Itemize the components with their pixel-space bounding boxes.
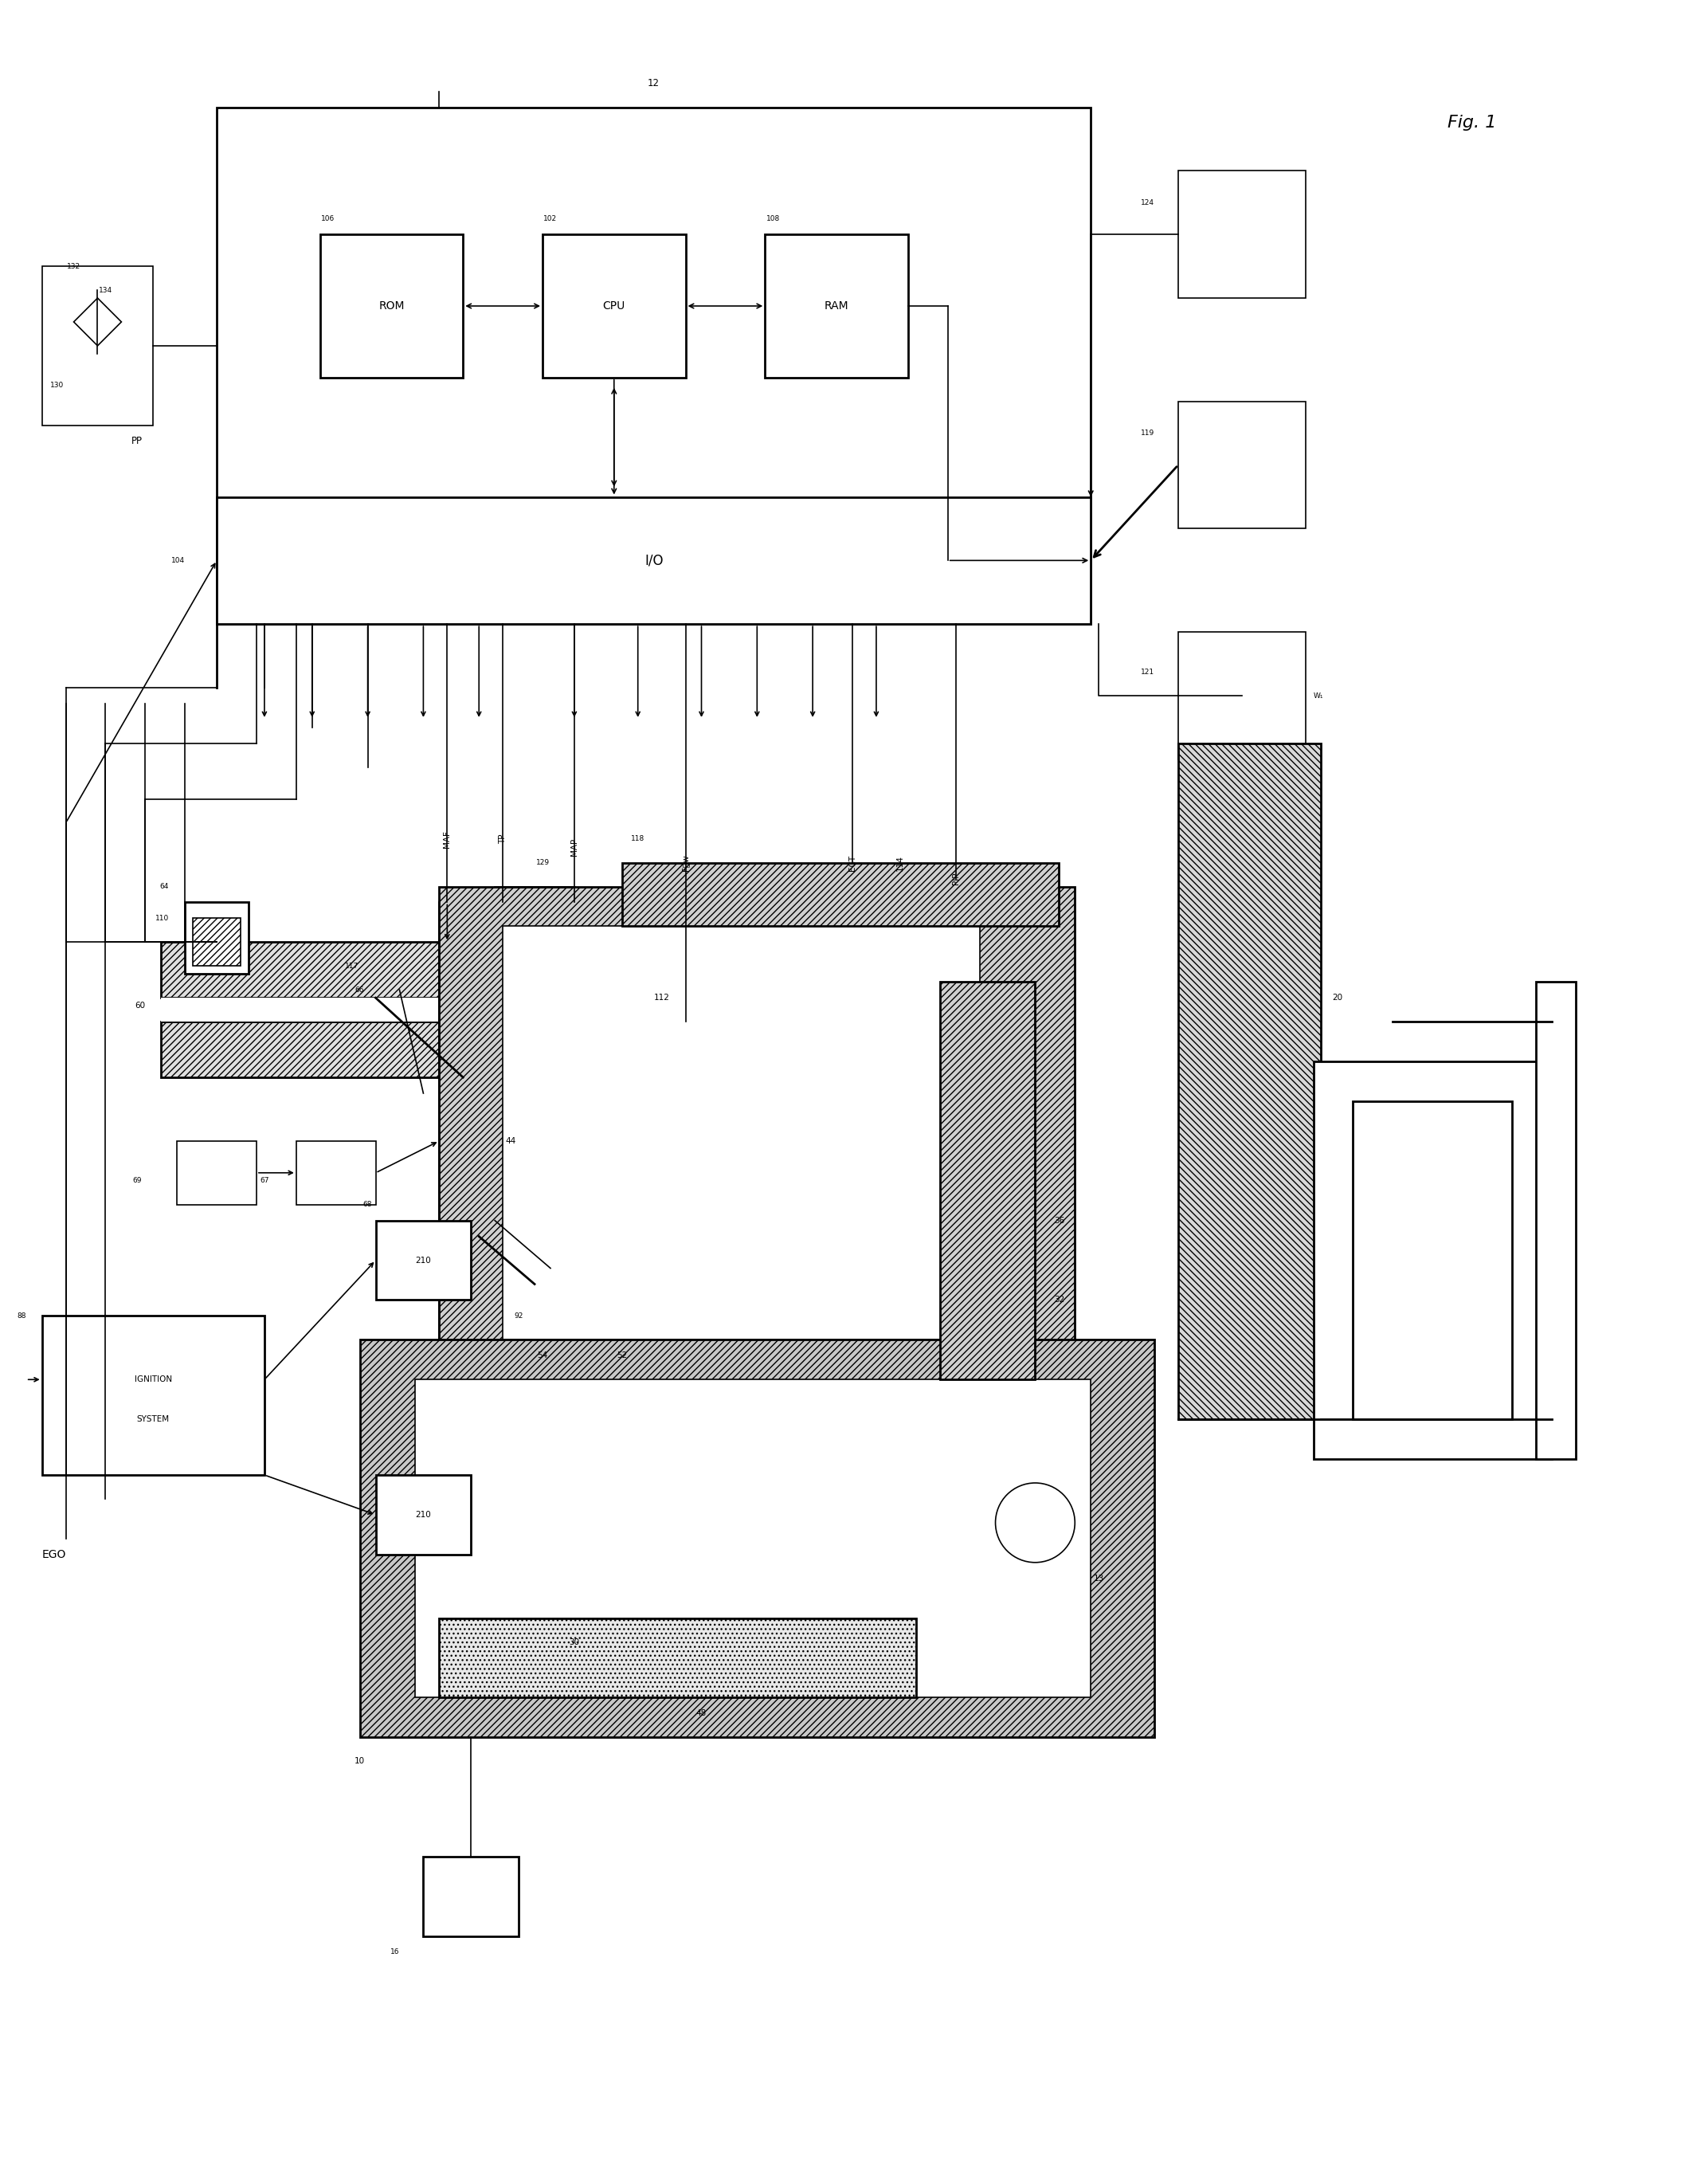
- Bar: [193, 919, 241, 967]
- Text: 66: 66: [355, 986, 364, 993]
- Bar: [1313, 1062, 1551, 1459]
- Bar: [360, 1339, 1155, 1737]
- Bar: [319, 235, 463, 377]
- Text: 67: 67: [260, 1178, 268, 1184]
- Text: PIP: PIP: [951, 873, 960, 884]
- Bar: [1179, 170, 1305, 298]
- Text: TP: TP: [499, 834, 507, 845]
- Bar: [502, 925, 980, 1339]
- Text: 16: 16: [391, 1948, 400, 1955]
- Bar: [424, 1857, 519, 1935]
- Text: 48: 48: [697, 1709, 707, 1718]
- Bar: [765, 235, 909, 377]
- Text: 12: 12: [647, 78, 659, 89]
- Bar: [1535, 982, 1575, 1459]
- Bar: [415, 1380, 1091, 1698]
- Bar: [1179, 742, 1322, 1419]
- Bar: [1179, 631, 1305, 760]
- Text: CPU: CPU: [603, 300, 625, 311]
- Bar: [1179, 401, 1305, 529]
- Text: PP: PP: [132, 435, 143, 446]
- Bar: [43, 1315, 265, 1476]
- Text: F₝w: F₝w: [681, 853, 690, 871]
- Text: 102: 102: [543, 216, 557, 222]
- Text: 92: 92: [514, 1313, 523, 1319]
- Bar: [161, 943, 439, 997]
- Text: MAP: MAP: [570, 838, 579, 856]
- Bar: [161, 1021, 439, 1078]
- Text: 210: 210: [415, 1511, 430, 1520]
- Text: SYSTEM: SYSTEM: [137, 1415, 169, 1424]
- Text: RAM: RAM: [825, 300, 849, 311]
- Text: 88: 88: [17, 1313, 26, 1319]
- Bar: [622, 862, 1059, 925]
- Bar: [184, 903, 249, 973]
- Text: 54: 54: [538, 1352, 548, 1361]
- Bar: [439, 886, 1074, 1380]
- Text: 118: 118: [630, 836, 644, 842]
- Text: 60: 60: [135, 1001, 145, 1010]
- Text: 129: 129: [536, 860, 550, 866]
- Text: 104: 104: [171, 557, 184, 564]
- Bar: [439, 1618, 915, 1698]
- Text: 52: 52: [617, 1352, 627, 1361]
- Text: W₁: W₁: [1313, 692, 1324, 699]
- Bar: [217, 496, 1091, 625]
- Text: 20: 20: [1332, 995, 1342, 1001]
- Text: 30: 30: [569, 1637, 579, 1646]
- Text: IGNITION: IGNITION: [135, 1376, 173, 1385]
- Text: ECT: ECT: [849, 856, 856, 871]
- Text: 13: 13: [1093, 1574, 1103, 1583]
- Text: 106: 106: [321, 216, 335, 222]
- Bar: [939, 982, 1035, 1380]
- Text: 68: 68: [364, 1202, 372, 1208]
- Text: 36: 36: [1054, 1217, 1064, 1223]
- Bar: [439, 903, 495, 1380]
- Bar: [376, 1221, 471, 1300]
- Bar: [543, 235, 685, 377]
- Text: 132: 132: [67, 263, 80, 270]
- Text: 117: 117: [345, 962, 359, 969]
- Text: ROM: ROM: [379, 300, 405, 311]
- Bar: [295, 1141, 376, 1204]
- Text: 110: 110: [155, 914, 169, 921]
- Text: 121: 121: [1141, 668, 1155, 675]
- Text: 10: 10: [355, 1757, 366, 1766]
- Text: 119: 119: [1141, 429, 1155, 438]
- Bar: [178, 1141, 256, 1204]
- Text: 32: 32: [1054, 1295, 1064, 1304]
- Text: 112: 112: [654, 995, 670, 1001]
- Bar: [495, 886, 574, 967]
- Text: 69: 69: [133, 1178, 142, 1184]
- Text: 114: 114: [897, 856, 904, 871]
- Text: 124: 124: [1141, 198, 1155, 207]
- Bar: [1353, 1102, 1512, 1419]
- Bar: [161, 997, 439, 1021]
- Bar: [217, 107, 1091, 625]
- Text: I/O: I/O: [644, 553, 663, 568]
- Text: 64: 64: [161, 884, 169, 890]
- Text: 210: 210: [415, 1256, 430, 1265]
- Text: 130: 130: [50, 381, 63, 390]
- Text: EGO: EGO: [43, 1548, 67, 1561]
- Bar: [43, 266, 154, 425]
- Text: Fig. 1: Fig. 1: [1448, 115, 1496, 131]
- Text: 44: 44: [506, 1136, 516, 1145]
- Text: 108: 108: [767, 216, 781, 222]
- Text: 134: 134: [99, 287, 113, 294]
- Text: MAF: MAF: [442, 829, 451, 847]
- Bar: [376, 1476, 471, 1554]
